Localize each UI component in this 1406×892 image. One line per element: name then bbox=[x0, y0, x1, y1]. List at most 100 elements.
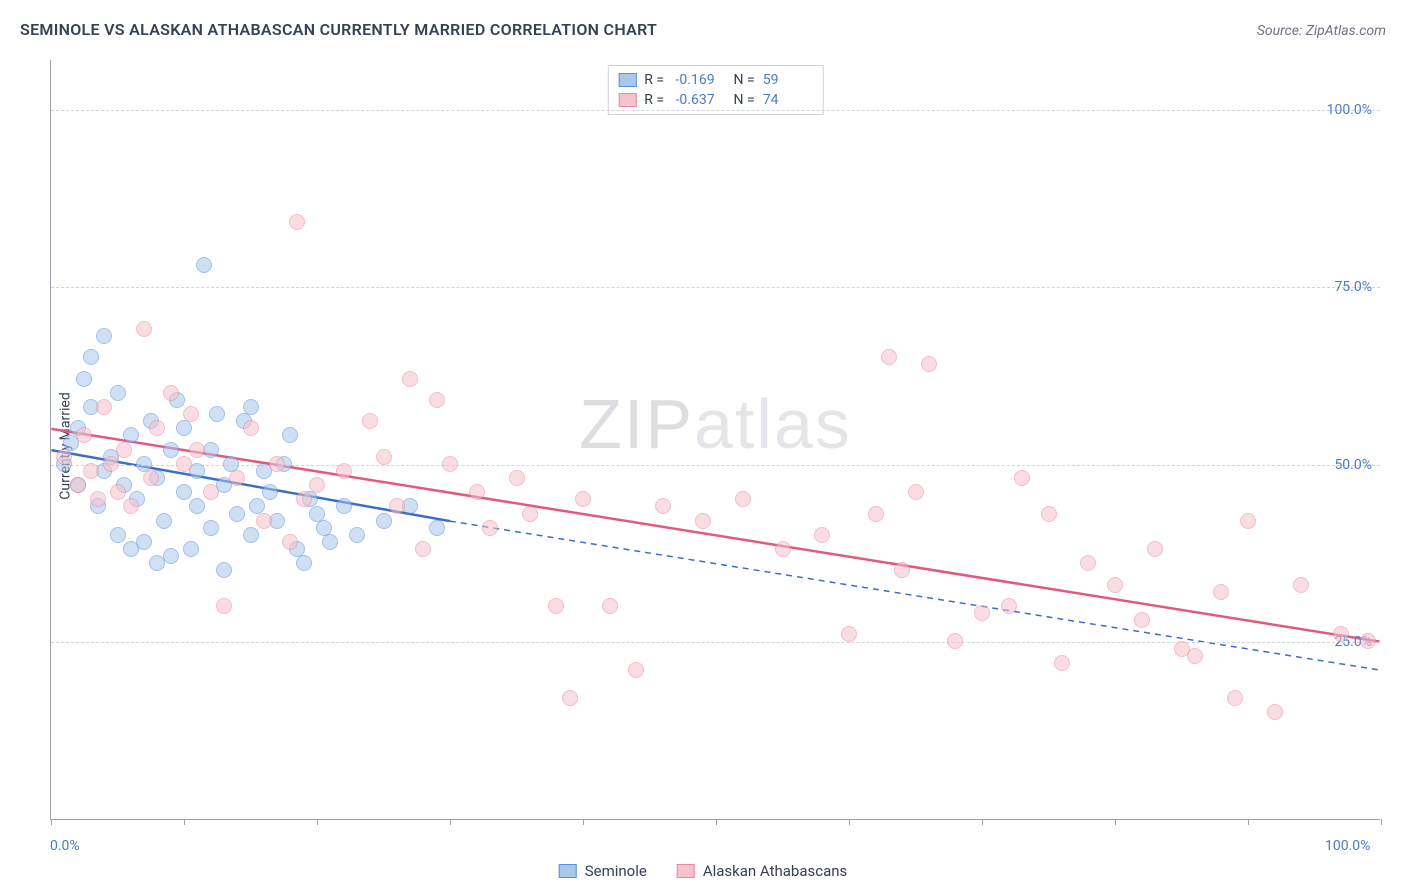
data-point bbox=[289, 214, 305, 230]
n-value-2: 74 bbox=[763, 92, 813, 108]
data-point bbox=[269, 456, 285, 472]
source-label: Source: ZipAtlas.com bbox=[1257, 23, 1386, 39]
data-point bbox=[70, 477, 86, 493]
data-point bbox=[229, 506, 245, 522]
data-point bbox=[1293, 577, 1309, 593]
legend-item-athabascan: Alaskan Athabascans bbox=[677, 862, 847, 880]
data-point bbox=[921, 356, 937, 372]
data-point bbox=[96, 399, 112, 415]
data-point bbox=[775, 541, 791, 557]
data-point bbox=[336, 463, 352, 479]
data-point bbox=[1107, 577, 1123, 593]
data-point bbox=[628, 662, 644, 678]
data-point bbox=[189, 498, 205, 514]
legend-stats-row-2: R = -0.637 N = 74 bbox=[618, 90, 812, 110]
data-point bbox=[116, 442, 132, 458]
data-point bbox=[96, 328, 112, 344]
x-tick bbox=[184, 819, 185, 825]
data-point bbox=[336, 498, 352, 514]
legend-item-seminole: Seminole bbox=[559, 862, 647, 880]
data-point bbox=[76, 427, 92, 443]
data-point bbox=[110, 527, 126, 543]
data-point bbox=[482, 520, 498, 536]
data-point bbox=[123, 498, 139, 514]
data-point bbox=[841, 626, 857, 642]
data-point bbox=[1227, 690, 1243, 706]
data-point bbox=[163, 548, 179, 564]
chart-title: SEMINOLE VS ALASKAN ATHABASCAN CURRENTLY… bbox=[20, 20, 657, 39]
data-point bbox=[1054, 655, 1070, 671]
data-point bbox=[376, 449, 392, 465]
legend-swatch-icon bbox=[677, 864, 695, 878]
data-point bbox=[196, 257, 212, 273]
data-point bbox=[908, 484, 924, 500]
data-point bbox=[881, 349, 897, 365]
x-tick bbox=[450, 819, 451, 825]
data-point bbox=[110, 484, 126, 500]
r-label: R = bbox=[644, 72, 667, 88]
data-point bbox=[163, 385, 179, 401]
n-value-1: 59 bbox=[763, 72, 813, 88]
data-point bbox=[349, 527, 365, 543]
data-point bbox=[136, 534, 152, 550]
legend-label: Seminole bbox=[585, 862, 647, 880]
data-point bbox=[442, 456, 458, 472]
data-point bbox=[256, 513, 272, 529]
data-point bbox=[183, 406, 199, 422]
data-point bbox=[947, 633, 963, 649]
data-point bbox=[974, 605, 990, 621]
data-point bbox=[83, 463, 99, 479]
data-point bbox=[389, 498, 405, 514]
data-point bbox=[1360, 633, 1376, 649]
data-point bbox=[56, 449, 72, 465]
data-point bbox=[1147, 541, 1163, 557]
x-tick bbox=[1381, 819, 1382, 825]
grid-line bbox=[51, 287, 1380, 288]
data-point bbox=[183, 541, 199, 557]
data-point bbox=[262, 484, 278, 500]
data-point bbox=[136, 321, 152, 337]
data-point bbox=[814, 527, 830, 543]
legend-stats: R = -0.169 N = 59 R = -0.637 N = 74 bbox=[607, 65, 823, 115]
data-point bbox=[189, 442, 205, 458]
x-tick bbox=[583, 819, 584, 825]
data-point bbox=[103, 456, 119, 472]
legend-stats-row-1: R = -0.169 N = 59 bbox=[618, 70, 812, 90]
x-tick bbox=[849, 819, 850, 825]
legend-bottom: Seminole Alaskan Athabascans bbox=[559, 862, 848, 880]
data-point bbox=[362, 413, 378, 429]
y-tick-label: 75.0% bbox=[1334, 279, 1372, 295]
data-point bbox=[209, 406, 225, 422]
x-tick-label: 0.0% bbox=[50, 838, 80, 854]
n-label: N = bbox=[734, 72, 755, 88]
data-point bbox=[176, 484, 192, 500]
x-tick bbox=[982, 819, 983, 825]
data-point bbox=[76, 371, 92, 387]
data-point bbox=[602, 598, 618, 614]
data-point bbox=[243, 527, 259, 543]
data-point bbox=[402, 371, 418, 387]
legend-swatch-seminole bbox=[618, 73, 636, 87]
grid-line bbox=[51, 465, 1380, 466]
plot-area: ZIPatlas R = -0.169 N = 59 R = -0.637 N … bbox=[50, 60, 1380, 820]
trend-lines bbox=[51, 60, 1380, 819]
data-point bbox=[548, 598, 564, 614]
chart-header: SEMINOLE VS ALASKAN ATHABASCAN CURRENTLY… bbox=[20, 20, 1386, 39]
data-point bbox=[1213, 584, 1229, 600]
data-point bbox=[1080, 555, 1096, 571]
data-point bbox=[216, 598, 232, 614]
x-tick bbox=[317, 819, 318, 825]
legend-swatch-athabascan bbox=[618, 93, 636, 107]
data-point bbox=[735, 491, 751, 507]
data-point bbox=[282, 427, 298, 443]
y-tick-label: 100.0% bbox=[1327, 102, 1372, 118]
watermark: ZIPatlas bbox=[579, 384, 852, 464]
data-point bbox=[322, 534, 338, 550]
data-point bbox=[894, 562, 910, 578]
data-point bbox=[1333, 626, 1349, 642]
x-tick bbox=[716, 819, 717, 825]
data-point bbox=[1041, 506, 1057, 522]
data-point bbox=[83, 349, 99, 365]
data-point bbox=[1267, 704, 1283, 720]
data-point bbox=[376, 513, 392, 529]
